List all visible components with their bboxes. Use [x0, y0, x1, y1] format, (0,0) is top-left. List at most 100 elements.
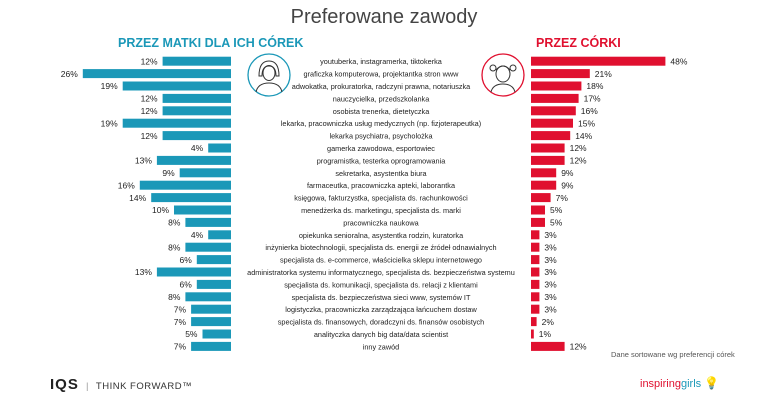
- mother-bar: [122, 81, 231, 91]
- mother-bar: [156, 155, 231, 165]
- mother-bar: [191, 317, 231, 327]
- chart-title: Preferowane zawody: [290, 6, 478, 28]
- left-series-header: PRZEZ MATKI DLA ICH CÓREK: [118, 36, 304, 50]
- daughter-bar: [531, 168, 557, 178]
- mother-bar: [174, 205, 231, 215]
- mother-value-label: 13%: [135, 267, 152, 277]
- mother-bar: [202, 329, 231, 339]
- daughter-bar: [531, 180, 557, 190]
- daughter-value-label: 3%: [544, 230, 557, 240]
- category-label: sekretarka, asystentka biura: [335, 169, 427, 178]
- mother-bar: [162, 93, 231, 103]
- category-label: księgowa, fakturzystka, specjalista ds. …: [294, 194, 468, 203]
- mother-bar: [185, 242, 231, 252]
- daughter-value-label: 7%: [556, 193, 569, 203]
- mother-value-label: 4%: [191, 143, 204, 153]
- mother-value-label: 8%: [168, 218, 181, 228]
- daughter-bar: [531, 56, 666, 66]
- category-label: menedżerka ds. marketingu, specjalista d…: [301, 206, 461, 215]
- category-label: specjalista ds. e-commerce, właścicielka…: [280, 256, 482, 265]
- daughter-value-label: 12%: [570, 156, 587, 166]
- mother-bar: [191, 341, 231, 351]
- mother-value-label: 26%: [61, 69, 78, 79]
- category-label: programistka, testerka oprogramowania: [317, 156, 447, 165]
- daughter-value-label: 16%: [581, 106, 598, 116]
- category-label: osobista trenerka, dietetyczka: [333, 107, 430, 116]
- inspiring-girls-logo-a: inspiring: [640, 378, 681, 390]
- daughter-value-label: 3%: [544, 292, 557, 302]
- daughter-value-label: 12%: [570, 143, 587, 153]
- mother-value-label: 7%: [174, 304, 187, 314]
- category-label: analityczka danych big data/data scienti…: [314, 330, 448, 339]
- mother-value-label: 9%: [162, 168, 175, 178]
- mother-value-label: 16%: [118, 180, 135, 190]
- mother-value-label: 12%: [141, 94, 158, 104]
- daughter-value-label: 9%: [561, 180, 574, 190]
- daughter-value-label: 1%: [539, 329, 552, 339]
- mother-bar: [208, 230, 231, 240]
- daughter-bar: [531, 341, 565, 351]
- daughter-bar: [531, 143, 565, 153]
- daughter-bar: [531, 329, 534, 339]
- iqs-tagline: THINK FORWARD™: [95, 381, 193, 392]
- category-label: specjalista ds. finansowych, doradczyni …: [278, 318, 484, 327]
- daughter-value-label: 18%: [586, 81, 603, 91]
- daughter-bar: [531, 131, 571, 141]
- daughter-bar: [531, 242, 540, 252]
- daughter-bar: [531, 267, 540, 277]
- daughter-bar: [531, 230, 540, 240]
- mother-bar: [208, 143, 231, 153]
- category-label: inny zawód: [363, 342, 400, 351]
- inspiring-girls-logo-b: girls: [680, 378, 702, 390]
- mother-value-label: 12%: [141, 131, 158, 141]
- category-label: gamerka zawodowa, esportowiec: [327, 144, 435, 153]
- mother-value-label: 8%: [168, 292, 181, 302]
- mother-bar: [162, 131, 231, 141]
- mother-value-label: 13%: [135, 156, 152, 166]
- daughter-bar: [531, 279, 540, 289]
- mother-bar: [156, 267, 231, 277]
- mother-value-label: 12%: [141, 56, 158, 66]
- daughter-bar: [531, 217, 545, 227]
- mother-value-label: 4%: [191, 230, 204, 240]
- daughter-value-label: 21%: [595, 69, 612, 79]
- iqs-logo-text: IQS: [50, 376, 79, 393]
- category-label: specjalista ds. bezpieczeństwa sieci www…: [292, 293, 471, 302]
- category-label: farmaceutka, pracowniczka apteki, labora…: [307, 181, 456, 190]
- mother-value-label: 12%: [141, 106, 158, 116]
- mother-bar: [162, 56, 231, 66]
- daughter-bar: [531, 317, 537, 327]
- mother-bar: [82, 69, 231, 79]
- daughter-value-label: 15%: [578, 118, 595, 128]
- daughter-bar: [531, 69, 590, 79]
- category-label: pracowniczka naukowa: [343, 218, 419, 227]
- mother-bar: [151, 193, 231, 203]
- category-label: lekarka psychiatra, psycholożka: [329, 132, 433, 141]
- mother-value-label: 10%: [152, 205, 169, 215]
- daughter-value-label: 5%: [550, 205, 563, 215]
- mother-value-label: 8%: [168, 242, 181, 252]
- mother-bar: [185, 292, 231, 302]
- daughter-value-label: 3%: [544, 304, 557, 314]
- mother-bar: [179, 168, 231, 178]
- category-label: specjalista ds. komunikacji, specjalista…: [284, 280, 478, 289]
- inspiring-girls-logo: inspiringgirls 💡: [640, 376, 719, 390]
- category-label: inżynierka biotechnologii, specjalista d…: [265, 243, 496, 252]
- mother-bar: [196, 255, 231, 265]
- mother-bar: [139, 180, 231, 190]
- category-label: lekarka, pracowniczka usług medycznych (…: [281, 119, 481, 128]
- category-label: nauczycielka, przedszkolanka: [333, 94, 430, 103]
- category-label: logistyczka, pracowniczka zarządzająca ł…: [285, 305, 477, 314]
- mother-value-label: 19%: [101, 81, 118, 91]
- daughter-bar: [531, 106, 576, 116]
- sort-note: Dane sortowane wg preferencji córek: [611, 350, 735, 359]
- mother-icon: [247, 53, 291, 97]
- mother-value-label: 7%: [174, 317, 187, 327]
- daughter-bar: [531, 193, 551, 203]
- daughter-value-label: 3%: [544, 267, 557, 277]
- daughter-bar: [531, 81, 582, 91]
- daughter-value-label: 12%: [570, 342, 587, 352]
- mother-value-label: 6%: [180, 255, 193, 265]
- category-label: graficzka komputerowa, projektantka stro…: [304, 70, 460, 79]
